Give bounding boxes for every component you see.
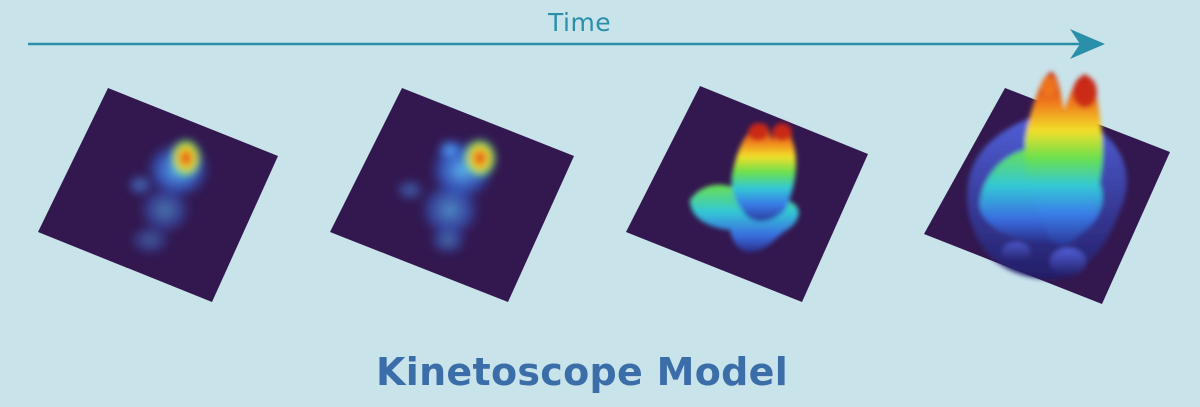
time-label: Time <box>548 8 612 37</box>
model-title: Kinetoscope Model <box>376 350 789 394</box>
panel-1 <box>38 88 278 302</box>
panel-2 <box>330 88 574 302</box>
panel-4 <box>924 71 1170 304</box>
panel-2-heatmap <box>394 138 497 256</box>
panel-3-surface <box>690 123 799 253</box>
panel-1-heatmap <box>126 138 212 256</box>
panel-4-surface <box>967 71 1127 279</box>
panel-3 <box>626 86 868 302</box>
